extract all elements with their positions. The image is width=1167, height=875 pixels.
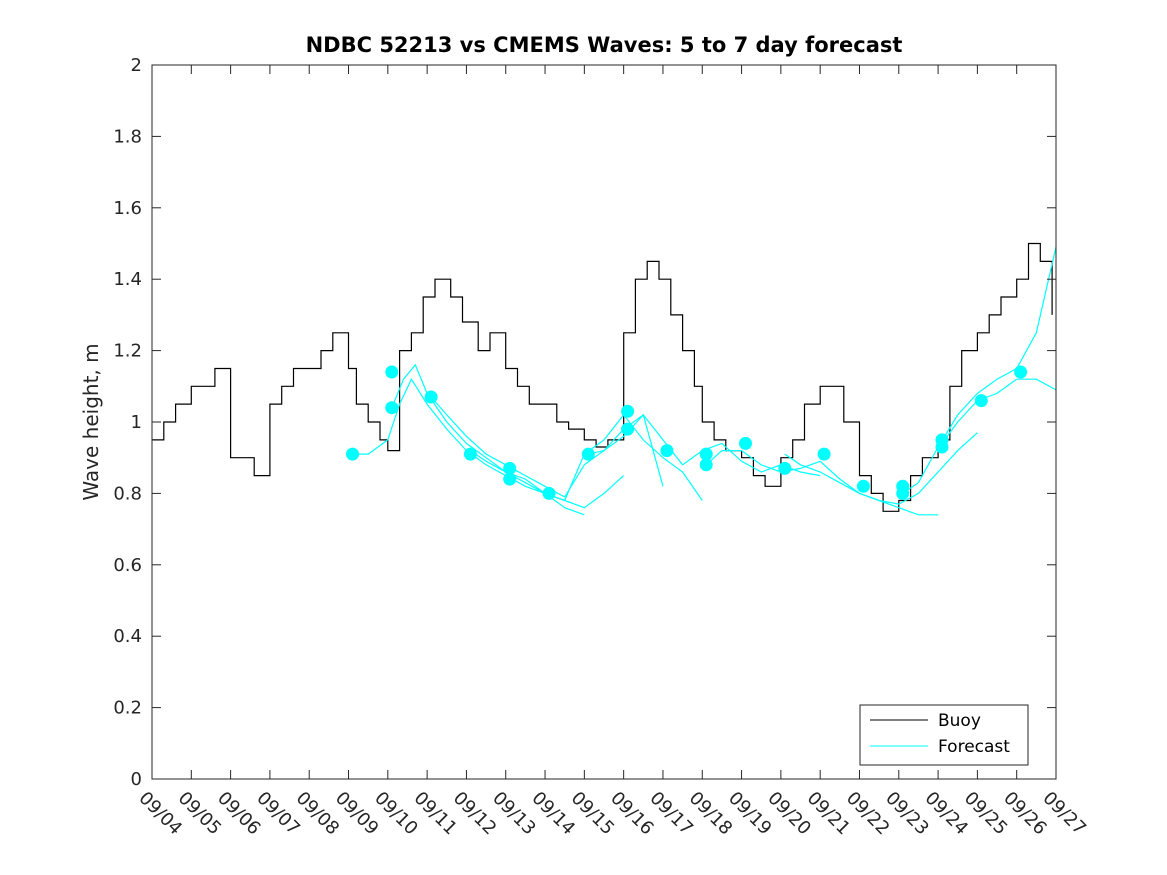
y-tick-label: 0.8 (113, 483, 142, 504)
y-tick-label: 1.6 (113, 198, 142, 219)
axes-layer (151, 64, 1057, 780)
forecast-start-marker (1014, 365, 1028, 379)
forecast-start-marker (424, 390, 438, 404)
legend: Buoy Forecast (859, 704, 1029, 766)
forecast-start-marker (699, 447, 713, 461)
forecast-start-marker (621, 404, 635, 418)
y-tick-label: 1.8 (113, 126, 142, 147)
marker-layer (346, 365, 1028, 500)
forecast-start-marker (974, 394, 988, 408)
forecast-start-marker (581, 447, 595, 461)
forecast-start-marker (346, 447, 359, 461)
legend-label-forecast: Forecast (938, 737, 1010, 757)
forecast-start-marker (739, 436, 752, 450)
y-tick-label: 0 (131, 769, 142, 790)
forecast-start-marker (856, 479, 870, 493)
series-forecast-line-7 (784, 432, 978, 505)
series-forecast-line-8 (902, 246, 1057, 494)
chart-title: NDBC 52213 vs CMEMS Waves: 5 to 7 day fo… (306, 33, 903, 57)
forecast-start-marker (660, 444, 674, 458)
y-tick-label: 0.6 (113, 555, 142, 576)
legend-label-buoy: Buoy (938, 711, 981, 731)
series-layer (152, 242, 1057, 516)
y-tick-label: 1 (131, 412, 142, 433)
forecast-start-marker (385, 365, 399, 379)
plot-area (152, 65, 1056, 779)
forecast-start-marker (817, 447, 831, 461)
forecast-start-marker (503, 461, 517, 475)
forecast-start-marker (621, 422, 635, 436)
series-forecast-line-2 (391, 363, 625, 509)
y-tick-label: 2 (131, 55, 142, 76)
forecast-start-marker (542, 486, 556, 500)
series-forecast-line-9 (941, 378, 1057, 444)
y-tick-label: 1.2 (113, 341, 142, 362)
y-tick-label: 0.4 (113, 626, 142, 647)
forecast-start-marker (699, 458, 713, 472)
forecast-start-marker (503, 472, 517, 486)
y-axis-label: Wave height, m (79, 343, 103, 500)
forecast-start-marker (896, 479, 910, 493)
forecast-start-marker (935, 433, 949, 447)
y-tick-label: 0.2 (113, 698, 142, 719)
y-tick-label: 1.4 (113, 269, 142, 290)
forecast-start-marker (385, 401, 399, 415)
forecast-start-marker (778, 461, 792, 475)
forecast-start-marker (463, 447, 477, 461)
series-buoy-line (152, 242, 1053, 512)
legend-box (859, 704, 1029, 766)
series-forecast-line-6 (705, 450, 939, 516)
